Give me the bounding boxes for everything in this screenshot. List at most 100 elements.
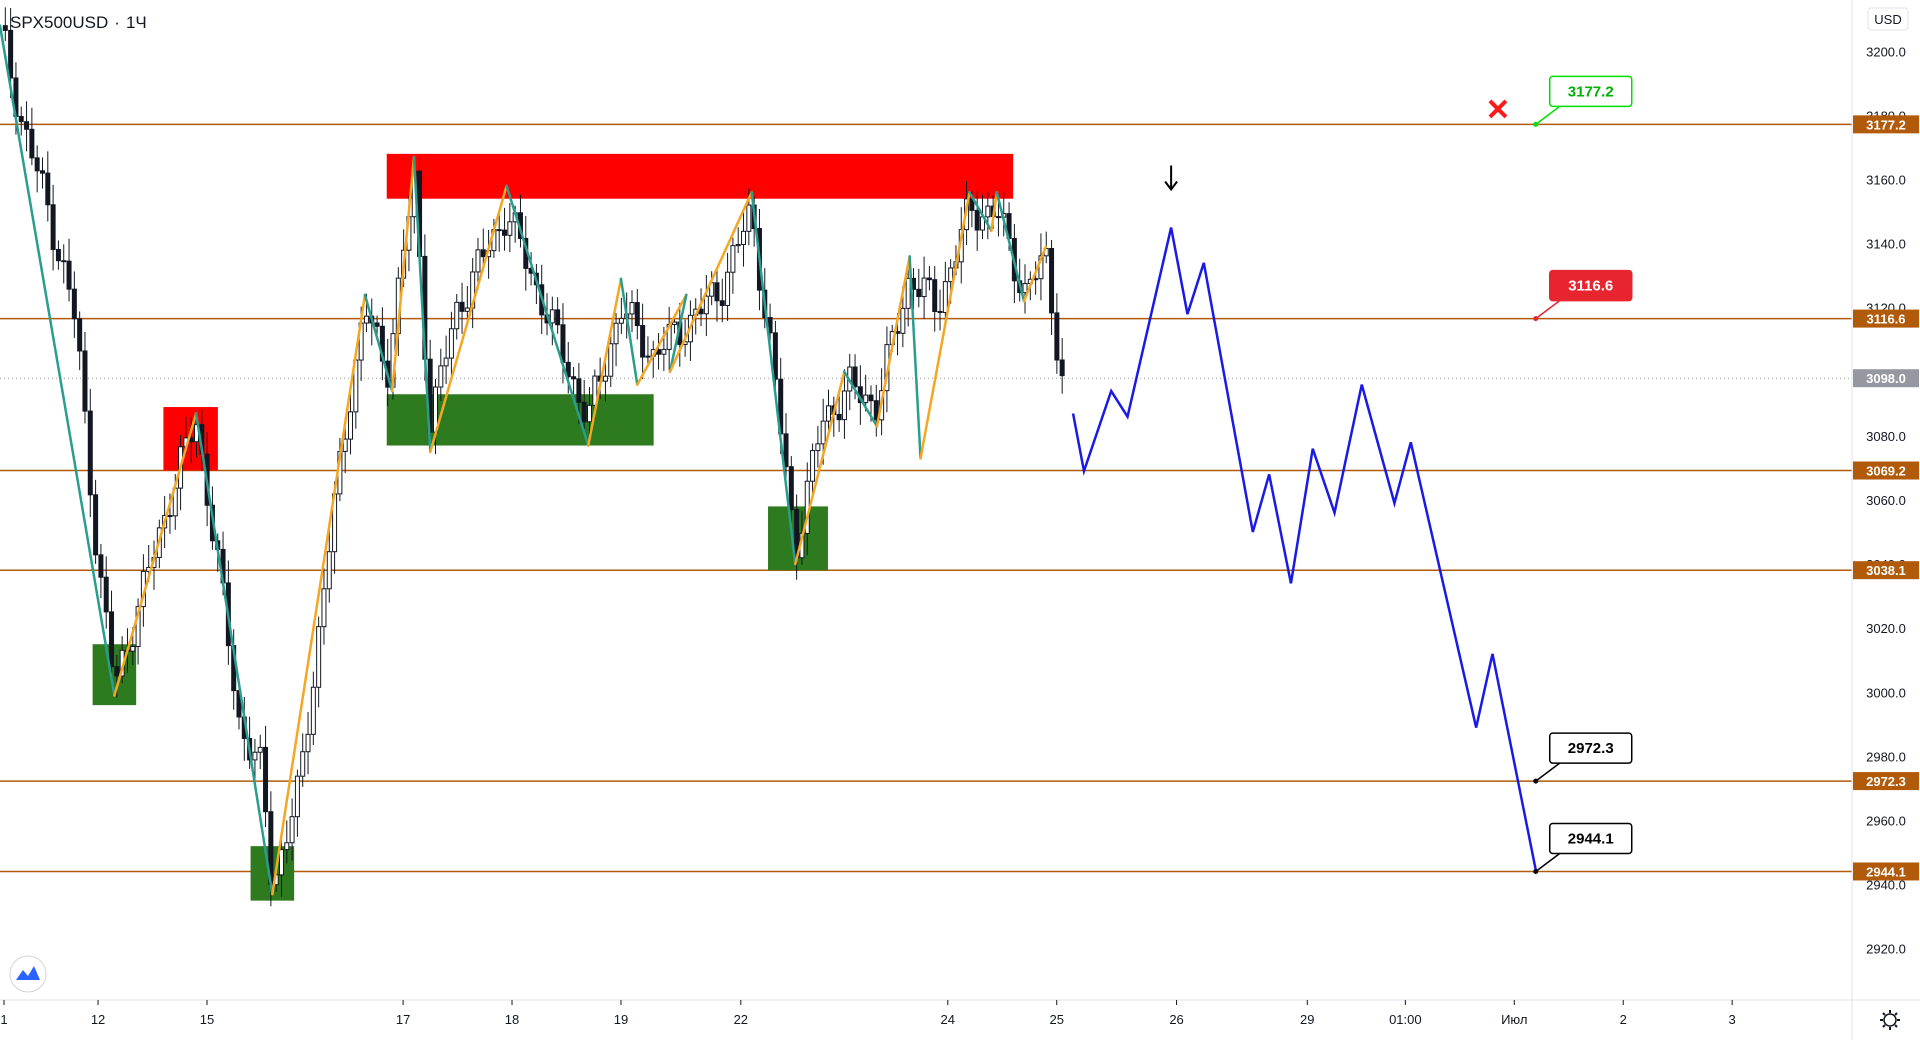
y-tick-label: 3140.0 bbox=[1866, 237, 1906, 252]
candle-body bbox=[1022, 283, 1028, 294]
candle-body bbox=[300, 751, 306, 777]
candle-body bbox=[602, 375, 608, 382]
zigzag-segment bbox=[412, 155, 432, 454]
candle-body bbox=[841, 390, 847, 421]
candle-body bbox=[77, 318, 83, 352]
candle-body bbox=[974, 209, 980, 231]
price-axis-background[interactable] bbox=[1852, 0, 1920, 1000]
zigzag-segment bbox=[271, 293, 367, 896]
gear-icon[interactable] bbox=[1880, 1010, 1900, 1030]
candle-body bbox=[459, 301, 465, 312]
zigzag-segment bbox=[505, 184, 590, 447]
callout-box bbox=[1548, 269, 1633, 302]
candle-body bbox=[24, 121, 30, 130]
currency-label: USD bbox=[1874, 12, 1901, 27]
zigzag-segment bbox=[0, 24, 116, 697]
candle-body bbox=[103, 576, 109, 613]
zigzag-segment bbox=[619, 277, 639, 386]
symbol-name: SPX500USD bbox=[10, 13, 108, 32]
zigzag-segment bbox=[636, 293, 688, 386]
x-tick-label: 18 bbox=[505, 1012, 519, 1027]
interval-label: 1Ч bbox=[126, 13, 147, 32]
candle-body bbox=[863, 394, 869, 404]
zigzag-segment bbox=[587, 277, 623, 447]
time-axis[interactable]: 1 12 15 17 18 19 22 24 25 26 29 01:00 Июл 2 3 bbox=[0, 1000, 1736, 1027]
down-arrow-marker bbox=[1164, 180, 1178, 192]
candle-body bbox=[55, 248, 61, 262]
callout-label: 2944.1 bbox=[1568, 830, 1614, 847]
zigzag-segment bbox=[990, 191, 999, 233]
callout-leader bbox=[1535, 852, 1561, 873]
current-price-label: 3098.0 bbox=[1866, 371, 1906, 386]
x-tick-label: 15 bbox=[200, 1012, 214, 1027]
candle-body bbox=[130, 645, 136, 652]
candle-body bbox=[348, 411, 354, 440]
zigzag-segment bbox=[794, 370, 846, 566]
candle-body bbox=[45, 172, 51, 206]
candle-body bbox=[671, 321, 677, 325]
current-price-tag bbox=[1853, 369, 1919, 388]
tradingview-logo-icon[interactable] bbox=[9, 955, 47, 993]
candle-body bbox=[480, 249, 486, 258]
candle-body bbox=[549, 309, 555, 324]
candle-body bbox=[618, 317, 624, 324]
candle-body bbox=[39, 170, 45, 174]
zigzag-segment bbox=[390, 155, 416, 393]
candle-body bbox=[565, 361, 571, 378]
callout-label: 2972.3 bbox=[1568, 740, 1614, 757]
x-tick-label: 17 bbox=[396, 1012, 410, 1027]
zigzag-segment bbox=[995, 191, 1026, 303]
x-tick-label: 1 bbox=[0, 1012, 7, 1027]
candle-body bbox=[730, 245, 736, 273]
candle-body bbox=[571, 376, 577, 380]
zigzag-segment bbox=[194, 412, 274, 896]
candle-body bbox=[278, 849, 284, 876]
candle-body bbox=[374, 322, 380, 327]
level-price-tag bbox=[1853, 115, 1919, 134]
candle-body bbox=[900, 307, 906, 334]
zigzag-segment bbox=[668, 191, 753, 374]
candle-body bbox=[114, 666, 120, 677]
candle-body bbox=[788, 466, 794, 511]
candle-body bbox=[438, 365, 444, 388]
callout-label: 3116.6 bbox=[1568, 278, 1613, 295]
zigzag-segment bbox=[113, 412, 198, 697]
level-price-tag bbox=[1853, 461, 1919, 480]
candle-body bbox=[698, 308, 704, 315]
candle-body bbox=[18, 116, 24, 123]
zigzag-segment bbox=[843, 370, 879, 428]
price-axis[interactable]: 3200.03180.03160.03140.03120.03080.03060… bbox=[1853, 44, 1919, 957]
callout-label: 3177.2 bbox=[1568, 83, 1614, 100]
candle-body bbox=[1059, 359, 1065, 377]
currency-tag[interactable] bbox=[1867, 7, 1909, 31]
candle-body bbox=[873, 400, 879, 421]
x-tick-label: 29 bbox=[1300, 1012, 1314, 1027]
candle-body bbox=[379, 325, 385, 362]
candle-body bbox=[576, 378, 582, 403]
callout-leader bbox=[1535, 299, 1561, 320]
zigzag-segment bbox=[919, 191, 971, 460]
candle-body bbox=[608, 343, 614, 377]
candle-body bbox=[109, 611, 115, 668]
candle-body bbox=[294, 775, 300, 818]
candle-body bbox=[98, 554, 104, 578]
y-tick-label: 2940.0 bbox=[1866, 878, 1906, 893]
candle-body bbox=[29, 128, 35, 159]
candle-body bbox=[71, 288, 77, 320]
candle-body bbox=[772, 332, 778, 380]
candle-body bbox=[703, 295, 709, 315]
candle-body bbox=[448, 328, 454, 359]
candle-body bbox=[316, 626, 322, 688]
level-price-tag bbox=[1853, 862, 1919, 881]
x-tick-label: 12 bbox=[91, 1012, 105, 1027]
level-price-tag bbox=[1853, 561, 1919, 580]
zigzag-segment bbox=[1022, 245, 1048, 303]
y-tick-label: 3000.0 bbox=[1866, 685, 1906, 700]
candle-body bbox=[8, 29, 14, 79]
y-tick-label: 2960.0 bbox=[1866, 814, 1906, 829]
candle-body bbox=[852, 366, 858, 388]
symbol-title[interactable]: SPX500USD · 1Ч bbox=[10, 13, 147, 32]
candle-body bbox=[868, 394, 874, 402]
candle-body bbox=[645, 355, 651, 358]
